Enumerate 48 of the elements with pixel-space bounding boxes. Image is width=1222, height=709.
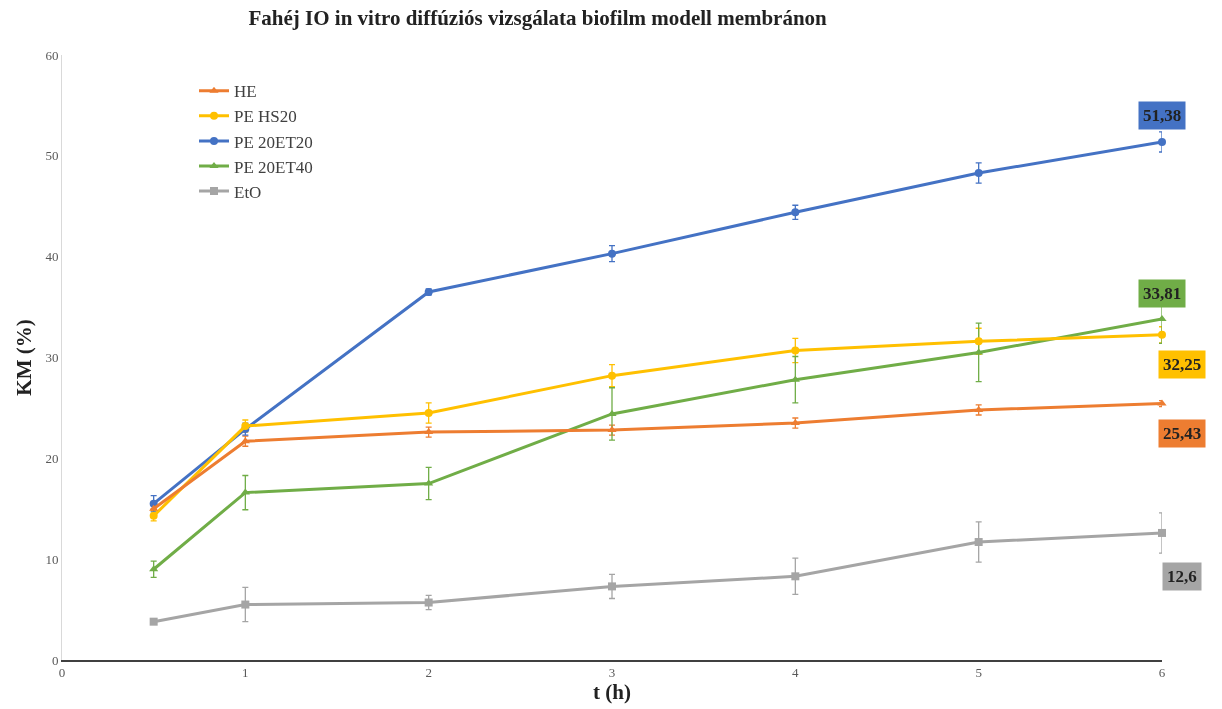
point [1158, 528, 1166, 537]
data-label: 12,6 [1167, 567, 1197, 586]
legend-label: EtO [234, 182, 262, 202]
point [791, 572, 800, 581]
point [608, 249, 616, 258]
data-label: 32,25 [1163, 355, 1202, 374]
x-tick-label: 2 [425, 665, 432, 681]
legend-label: HE [234, 82, 257, 102]
point [608, 582, 616, 591]
legend-label: PE 20ET20 [234, 132, 313, 152]
x-tick-label: 6 [1158, 665, 1166, 681]
point [149, 504, 159, 511]
point [424, 598, 433, 607]
data-label: 51,38 [1143, 106, 1182, 125]
y-axis-title: KM (%) [11, 319, 36, 396]
point [149, 565, 159, 572]
x-tick-label: 3 [608, 665, 616, 681]
chart-title: Fahéj IO in vitro diffúziós vizsgálata biofilm modell membránon [248, 6, 828, 31]
point [241, 600, 250, 609]
point [1157, 399, 1167, 406]
point [1158, 330, 1166, 339]
y-tick-label: 40 [45, 249, 59, 265]
point [974, 405, 984, 412]
x-tick-label: 1 [242, 665, 249, 681]
data-label: 25,43 [1163, 424, 1202, 443]
point [974, 538, 983, 547]
data-label: 33,81 [1143, 284, 1182, 303]
point [791, 346, 800, 355]
point [791, 208, 800, 217]
y-tick-label: 0 [51, 652, 59, 668]
point [424, 479, 434, 486]
point [974, 337, 983, 346]
y-tick-label: 10 [45, 551, 59, 567]
x-tick-label: 4 [792, 665, 800, 681]
y-tick-label: 20 [45, 450, 59, 466]
point [1158, 137, 1166, 146]
x-tick-label: 5 [975, 665, 982, 681]
point [149, 617, 158, 626]
legend-label: PE HS20 [234, 107, 297, 127]
y-tick-label: 60 [45, 47, 59, 63]
point [240, 488, 250, 495]
y-tick-label: 50 [45, 148, 59, 164]
legend-label: PE 20ET40 [234, 157, 313, 177]
point [608, 371, 616, 380]
point [424, 408, 433, 417]
point [974, 168, 983, 177]
y-tick-label: 30 [45, 350, 59, 366]
x-axis-title: t (h) [593, 680, 631, 705]
